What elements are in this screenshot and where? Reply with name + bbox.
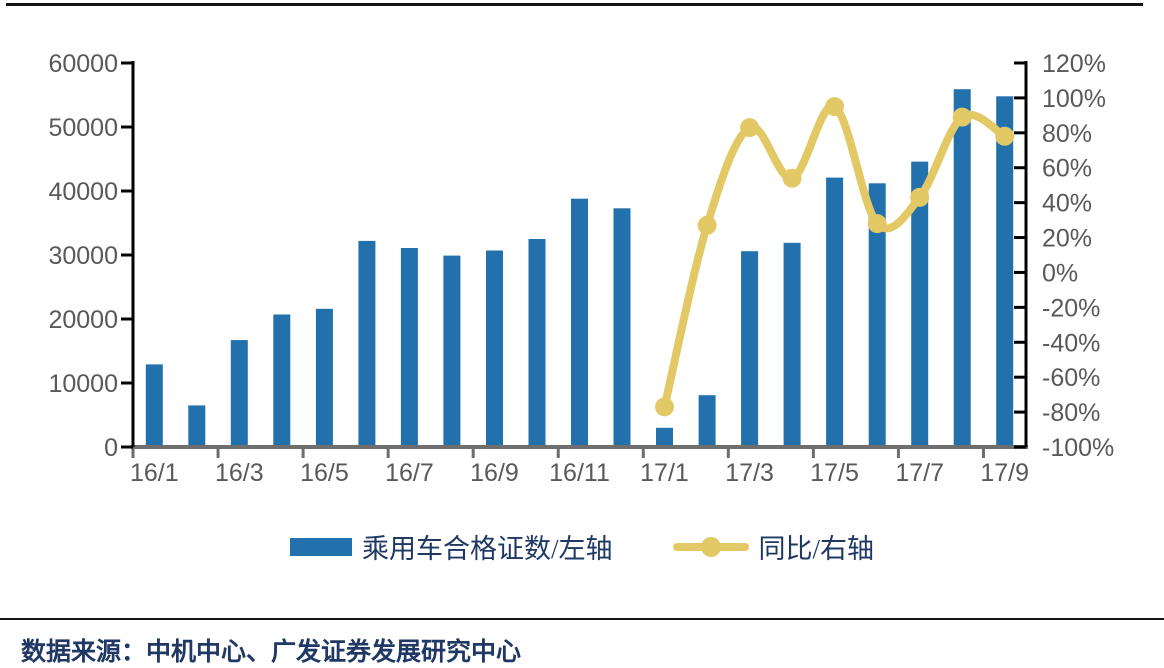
legend-item-line: 同比/右轴: [672, 527, 875, 566]
bar-17/5: [826, 177, 844, 447]
yoy-line-marker: [952, 107, 972, 127]
x-tick-label: 16/3: [215, 459, 264, 487]
x-tick-label: 16/11: [549, 459, 610, 487]
yoy-line-marker: [740, 118, 760, 138]
y-left-tick-label: 0: [104, 434, 118, 462]
y-right-tick-label: 40%: [1042, 190, 1092, 218]
y-left-tick-label: 20000: [48, 306, 118, 334]
y-right-tick-label: -60%: [1042, 364, 1100, 392]
x-tick-label: 16/1: [130, 459, 179, 487]
y-left-tick-label: 60000: [48, 50, 118, 78]
x-tick-label: 17/3: [725, 459, 774, 487]
y-right-tick-label: -100%: [1042, 434, 1114, 462]
yoy-line-marker: [910, 187, 930, 207]
footer-divider: [0, 618, 1164, 620]
bar-16/6: [358, 240, 376, 447]
y-right-tick-label: 100%: [1042, 85, 1106, 113]
y-right-tick-label: 60%: [1042, 155, 1092, 183]
bar-17/2: [698, 395, 716, 447]
line-series-swatch: [672, 536, 749, 558]
bar-17/7: [911, 161, 929, 447]
yoy-line-marker: [867, 214, 887, 234]
x-tick-label: 17/5: [810, 459, 859, 487]
x-tick-label: 16/7: [385, 459, 434, 487]
y-left-tick-label: 40000: [48, 178, 118, 206]
y-right-tick-label: -40%: [1042, 329, 1100, 357]
bar-16/9: [486, 250, 503, 447]
chart-legend: 乘用车合格证数/左轴 同比/右轴: [0, 527, 1164, 566]
yoy-line-marker: [825, 97, 845, 117]
chart-area: 60000 50000 40000 30000 20000 10000 0 120% 100% 8…: [48, 50, 1114, 487]
yoy-line-marker: [697, 215, 717, 235]
bar-16/2: [188, 405, 206, 447]
bar-17/8: [953, 89, 971, 447]
y-left-tick-label: 50000: [48, 114, 118, 142]
bar-16/1: [145, 364, 163, 447]
y-right-tick-label: 120%: [1042, 50, 1106, 78]
y-right-tick-label: 20%: [1042, 225, 1092, 253]
line-series-label: 同比/右轴: [758, 534, 875, 564]
bar-16/7: [400, 248, 418, 447]
yoy-line-marker: [655, 397, 674, 417]
data-source-text: 数据来源：中机中心、广发证券发展研究中心: [21, 639, 522, 666]
line-swatch-marker-icon: [700, 536, 721, 557]
x-tick-label: 17/9: [980, 459, 1029, 487]
top-rule: [6, 3, 1143, 6]
bar-17/9: [996, 96, 1014, 448]
y-left-tick-label: 30000: [48, 242, 118, 270]
yoy-line-marker: [782, 168, 802, 188]
bar-16/12: [613, 208, 631, 447]
bar-16/10: [528, 239, 546, 447]
legend-item-bars: 乘用车合格证数/左轴: [289, 527, 613, 566]
bar-16/4: [273, 314, 291, 447]
yoy-line-marker: [995, 126, 1015, 146]
bar-17/6: [868, 183, 886, 448]
bar-series-label: 乘用车合格证数/左轴: [361, 534, 613, 564]
bar-16/3: [230, 340, 248, 447]
bar-16/5: [315, 308, 333, 447]
combo-chart: 60000 50000 40000 30000 20000 10000 0 120% 100% 8…: [48, 50, 1114, 487]
x-tick-label: 16/9: [470, 459, 519, 487]
x-tick-label: 16/5: [300, 459, 349, 487]
y-right-tick-label: 80%: [1042, 120, 1092, 148]
y-right-tick-label: -20%: [1042, 294, 1100, 322]
y-left-tick-label: 10000: [48, 370, 118, 398]
bar-16/11: [571, 198, 588, 447]
x-tick-label: 17/1: [640, 459, 689, 487]
bar-16/8: [443, 255, 461, 447]
bar-17/1: [656, 427, 673, 447]
bar-17/3: [741, 251, 759, 447]
bar-series-swatch: [289, 537, 352, 556]
x-tick-label: 17/7: [895, 459, 944, 487]
bar-17/4: [783, 242, 801, 447]
y-right-tick-label: 0%: [1042, 259, 1078, 287]
y-right-tick-label: -80%: [1042, 399, 1100, 427]
